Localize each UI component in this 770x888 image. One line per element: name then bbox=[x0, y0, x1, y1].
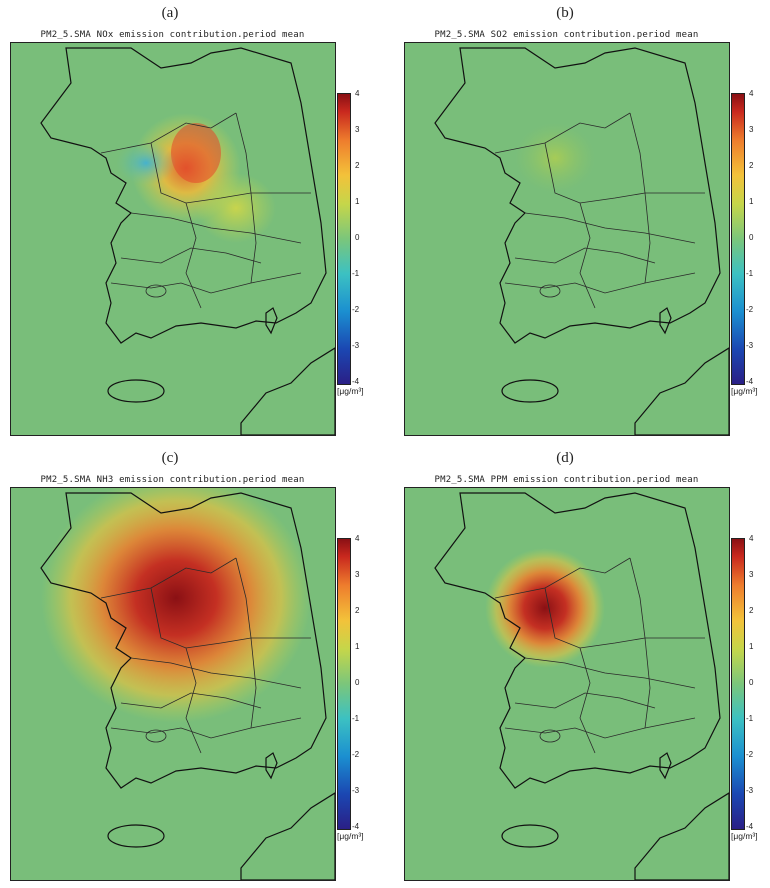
panel-c-map bbox=[10, 487, 336, 881]
map-d-svg bbox=[434, 492, 729, 880]
panel-a-map bbox=[10, 42, 336, 436]
map-c-svg bbox=[40, 488, 335, 880]
pm-negative-area bbox=[116, 141, 176, 185]
colorbar-tick: 0 bbox=[749, 233, 754, 242]
colorbar-tick: 3 bbox=[355, 125, 360, 134]
colorbar-tick: -1 bbox=[746, 269, 754, 278]
colorbar-tick: 2 bbox=[355, 606, 360, 615]
colorbar-tick: -2 bbox=[746, 305, 754, 314]
colorbar-tick: -4 bbox=[352, 822, 360, 831]
colorbar-a-unit: [μg/m³] bbox=[337, 386, 364, 396]
pm-plume bbox=[171, 123, 221, 183]
panel-d-map bbox=[404, 487, 730, 881]
colorbar-tick: -3 bbox=[746, 341, 754, 350]
colorbar-tick: -3 bbox=[746, 786, 754, 795]
colorbar-tick: 1 bbox=[355, 197, 360, 206]
panel-a-letter: (a) bbox=[161, 5, 179, 21]
colorbar-tick: -3 bbox=[352, 786, 360, 795]
coastline bbox=[434, 47, 729, 435]
colorbar-tick: 3 bbox=[355, 570, 360, 579]
colorbar-tick: 2 bbox=[749, 606, 754, 615]
colorbar-tick: 1 bbox=[749, 642, 754, 651]
colorbar-c-unit: [μg/m³] bbox=[337, 831, 364, 841]
panel-d-letter: (d) bbox=[556, 450, 574, 466]
panel-c-letter: (c) bbox=[161, 450, 179, 466]
coastline bbox=[40, 492, 335, 880]
colorbar-b bbox=[731, 93, 745, 385]
colorbar-tick: 4 bbox=[749, 89, 754, 98]
colorbar-tick: -1 bbox=[352, 269, 360, 278]
colorbar-tick: -2 bbox=[746, 750, 754, 759]
pm-plume bbox=[485, 548, 605, 668]
colorbar-d-unit: [μg/m³] bbox=[731, 831, 758, 841]
colorbar-tick: 3 bbox=[749, 570, 754, 579]
colorbar-tick: 2 bbox=[749, 161, 754, 170]
colorbar-tick: 0 bbox=[355, 678, 360, 687]
colorbar-a bbox=[337, 93, 351, 385]
panel-a-title: PM2_5.SMA NOx emission contribution.peri… bbox=[40, 30, 305, 40]
colorbar-tick: 0 bbox=[355, 233, 360, 242]
panel-d-title: PM2_5.SMA PPM emission contribution.peri… bbox=[434, 475, 699, 485]
colorbar-tick: -2 bbox=[352, 750, 360, 759]
colorbar-tick: 0 bbox=[749, 678, 754, 687]
colorbar-tick: 1 bbox=[749, 197, 754, 206]
admin-boundaries bbox=[494, 557, 705, 754]
colorbar-d bbox=[731, 538, 745, 830]
colorbar-tick: 4 bbox=[355, 89, 360, 98]
colorbar-tick: -2 bbox=[352, 305, 360, 314]
colorbar-tick: 2 bbox=[355, 161, 360, 170]
colorbar-tick: 4 bbox=[355, 534, 360, 543]
panel-b-letter: (b) bbox=[556, 5, 574, 21]
pm-plume bbox=[196, 173, 276, 243]
panel-b-title: PM2_5.SMA SO2 emission contribution.peri… bbox=[434, 30, 699, 40]
colorbar-b-unit: [μg/m³] bbox=[731, 386, 758, 396]
colorbar-tick: 3 bbox=[749, 125, 754, 134]
map-b-svg bbox=[434, 47, 729, 435]
panel-c-title: PM2_5.SMA NH3 emission contribution.peri… bbox=[40, 475, 305, 485]
colorbar-c bbox=[337, 538, 351, 830]
coastline bbox=[40, 47, 335, 435]
pm-plume bbox=[41, 488, 311, 723]
map-a-svg bbox=[40, 47, 335, 435]
admin-boundaries bbox=[100, 112, 311, 309]
colorbar-tick: 4 bbox=[749, 534, 754, 543]
colorbar-tick: -1 bbox=[746, 714, 754, 723]
panel-b-map bbox=[404, 42, 730, 436]
colorbar-tick: -4 bbox=[746, 377, 754, 386]
colorbar-tick: -1 bbox=[352, 714, 360, 723]
colorbar-tick: -3 bbox=[352, 341, 360, 350]
colorbar-tick: -4 bbox=[746, 822, 754, 831]
colorbar-tick: 1 bbox=[355, 642, 360, 651]
admin-boundaries bbox=[494, 112, 705, 309]
pm-plume bbox=[515, 123, 595, 193]
colorbar-tick: -4 bbox=[352, 377, 360, 386]
admin-boundaries bbox=[100, 557, 311, 754]
coastline bbox=[434, 492, 729, 880]
